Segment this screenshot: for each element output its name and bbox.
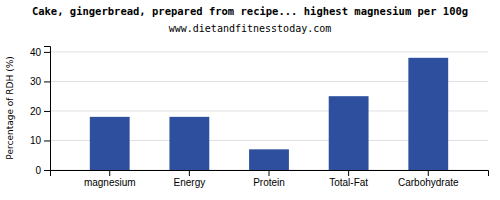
y-tick-mark — [44, 111, 50, 112]
y-tick-mark — [44, 140, 50, 141]
x-tick-mark — [189, 170, 190, 176]
subtitle: www.dietandfitnesstoday.com — [169, 23, 332, 34]
y-axis-title: Percentage of RDH (%) — [5, 56, 15, 159]
y-tick-label: 40 — [30, 47, 42, 58]
x-axis-line — [51, 171, 489, 177]
x-tick-label: magnesium — [84, 177, 136, 188]
x-tick-mark — [348, 170, 349, 176]
y-tick-label: 20 — [30, 106, 42, 117]
chart: Cake, gingerbread, prepared from recipe.… — [0, 0, 500, 200]
x-tick-label: Energy — [174, 177, 206, 188]
x-tick-label: Carbohydrate — [398, 177, 459, 188]
grid — [50, 52, 488, 170]
bar — [249, 149, 289, 170]
y-tick-label: 10 — [30, 135, 42, 146]
y-axis: 0 10 20 30 40 — [30, 47, 51, 176]
title: Cake, gingerbread, prepared from recipe.… — [32, 5, 468, 17]
x-tick-mark — [269, 170, 270, 176]
plot: 0 10 20 30 40 magnesium Energy Protein Total-Fat… — [30, 47, 489, 189]
y-tick-label: 30 — [30, 76, 42, 87]
y-tick: 10 — [30, 135, 50, 146]
y-tick: 40 — [30, 47, 50, 58]
bar — [169, 117, 209, 170]
y-tick-mark — [44, 170, 50, 171]
bar — [408, 58, 448, 170]
y-tick-label: 0 — [35, 165, 41, 176]
x-tick: magnesium — [84, 170, 136, 188]
x-tick: Energy — [174, 170, 206, 188]
y-tick: 0 — [35, 165, 50, 176]
bars — [90, 58, 448, 170]
y-tick-mark — [44, 52, 50, 53]
bar — [90, 117, 130, 170]
x-tick-mark — [109, 170, 110, 176]
grid-line — [50, 51, 488, 52]
bar — [329, 96, 369, 170]
x-tick-mark — [428, 170, 429, 176]
x-axis: magnesium Energy Protein Total-Fat Carbohydr… — [51, 170, 489, 188]
x-tick-label: Total-Fat — [329, 177, 368, 188]
y-tick-mark — [44, 81, 50, 82]
x-tick: Total-Fat — [329, 170, 368, 188]
y-tick: 20 — [30, 106, 50, 117]
x-tick-label: Protein — [253, 177, 285, 188]
x-tick: Protein — [253, 170, 285, 188]
x-tick: Carbohydrate — [398, 170, 459, 188]
y-tick: 30 — [30, 76, 50, 87]
y-axis-line — [44, 47, 51, 171]
